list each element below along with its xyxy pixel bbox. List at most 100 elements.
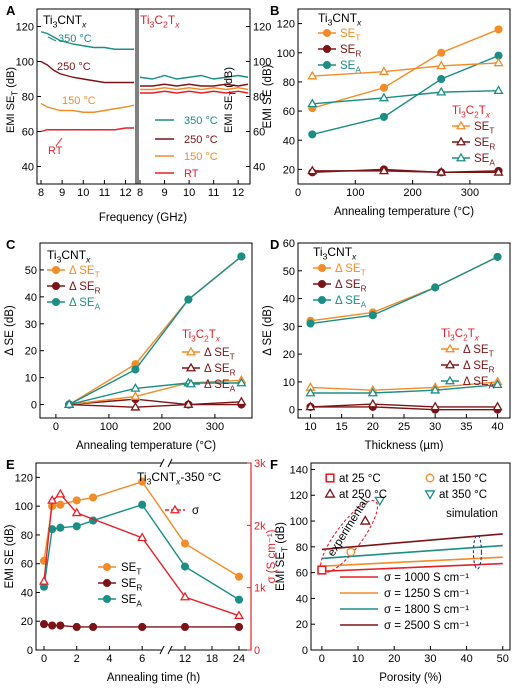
label-arrow: [55, 137, 63, 147]
data-point: [307, 70, 318, 80]
series-line: [43, 480, 240, 578]
x-tick-label: 0: [295, 187, 301, 199]
y-tick-label: 40: [296, 593, 308, 605]
series-line: [140, 87, 249, 91]
experimental-ellipse: [319, 499, 378, 574]
x-tick-label: 2: [74, 653, 80, 665]
legend-label: SER: [121, 578, 142, 592]
axis-break: [167, 458, 173, 468]
legend-label: Δ SET: [335, 263, 366, 277]
axis-break: [167, 645, 173, 655]
x-tick-label: 8: [137, 187, 143, 199]
legend-label: Δ SET: [204, 347, 235, 361]
data-point: [180, 622, 190, 632]
y-tick-label: 20: [283, 164, 295, 176]
y-tick-label: 100: [253, 57, 271, 69]
y-tick-label: 40: [25, 292, 37, 304]
y-tick-label: 80: [296, 542, 308, 554]
x-tick-label: 300: [461, 187, 479, 199]
series-line: [69, 398, 242, 406]
x-tick-label: 10: [304, 421, 316, 433]
panel-label: B: [270, 3, 279, 18]
x-tick-label: 20: [367, 421, 379, 433]
x-tick-label: 9: [59, 187, 65, 199]
y-tick-label: 60: [296, 568, 308, 580]
legend-label: σ = 1000 S cm⁻¹: [384, 572, 469, 584]
data-point: [183, 399, 194, 408]
simulation-line: [321, 533, 503, 551]
y-axis-label: EMI SE (dB): [262, 64, 274, 128]
data-point: [55, 488, 66, 498]
legend-marker: [444, 375, 456, 385]
x-tick-label: 40: [460, 653, 472, 665]
x-tick-label: 0: [53, 421, 59, 433]
x-tick-label: 40: [491, 421, 503, 433]
y-tick-label: 30: [25, 319, 37, 331]
legend-marker: [425, 473, 435, 483]
legend-label: SET: [340, 28, 360, 42]
annotation-simulation: simulation: [446, 508, 498, 520]
panel-d: D 0 10 20 30 40 50 60 10 15 20 25 30 35 40 Thickness (µ…: [262, 237, 511, 452]
data-point: [71, 507, 82, 517]
legend-marker: [455, 136, 467, 146]
x-tick-label: 11: [208, 187, 219, 199]
series-line: [139, 74, 249, 80]
y-tick-label: 10: [283, 377, 295, 389]
data-point: [306, 319, 315, 328]
legend-marker: [317, 295, 327, 305]
series-line: [312, 89, 499, 105]
legend-label: σ: [192, 505, 199, 517]
axis-break: [159, 458, 165, 468]
y2-tick-label: 0: [254, 645, 260, 657]
x-tick-label: 15: [336, 421, 348, 433]
y-tick-label: 100: [290, 516, 308, 528]
axis-break-mask: [162, 460, 170, 466]
legend-marker: [322, 60, 332, 70]
x-tick-label: 6: [139, 653, 145, 665]
data-point: [137, 532, 148, 542]
legend-marker: [317, 279, 327, 289]
y-tick-label: 30: [283, 321, 295, 333]
legend-marker: [51, 281, 61, 291]
panel-e-title: Ti3CNTx-350 °C: [137, 470, 222, 487]
legend-label: Δ SET: [463, 344, 494, 358]
data-point: [234, 622, 244, 632]
x-axis-label: Annealing time (h): [107, 672, 200, 684]
data-point: [179, 591, 191, 601]
legend-label: σ = 1800 S cm⁻¹: [384, 604, 469, 616]
y-axis-label: EMI SET (dB): [5, 67, 19, 133]
y-axis-label: Δ SE (dB): [262, 305, 274, 356]
data-point: [89, 622, 98, 632]
legend-label: SEA: [340, 60, 361, 74]
data-point: [72, 522, 81, 531]
y-axis-label-right: EMI SET (dB): [223, 67, 237, 133]
x-tick-label: 12: [119, 187, 131, 199]
data-point: [437, 48, 446, 57]
y2-tick-label: 3k: [254, 458, 266, 470]
x-tick-label: 30: [429, 421, 441, 433]
x-tick-label: 50: [497, 653, 509, 665]
x-tick-label: 100: [100, 421, 118, 433]
y-tick-label: 80: [253, 92, 265, 104]
legend-label: Δ SEA: [463, 376, 495, 390]
panel-label: C: [6, 237, 16, 252]
y-tick-label: 20: [296, 619, 308, 631]
data-point: [493, 57, 504, 67]
legend-marker: [455, 120, 467, 130]
data-point: [307, 165, 318, 175]
legend-marker: [185, 362, 197, 372]
data-point: [367, 398, 378, 408]
data-point: [378, 66, 389, 76]
data-point: [138, 622, 147, 632]
y-tick-label: 60: [253, 127, 265, 139]
y-tick-label: 100: [15, 501, 33, 513]
x-tick-label: 200: [403, 187, 421, 199]
data-point: [436, 166, 447, 176]
legend-marker: [102, 594, 112, 604]
data-point: [378, 92, 389, 102]
y2-tick-label: 2k: [254, 520, 266, 532]
series-line: [43, 493, 240, 617]
y-axis-label: Δ SE (dB): [4, 305, 16, 356]
series-line: [312, 170, 499, 174]
